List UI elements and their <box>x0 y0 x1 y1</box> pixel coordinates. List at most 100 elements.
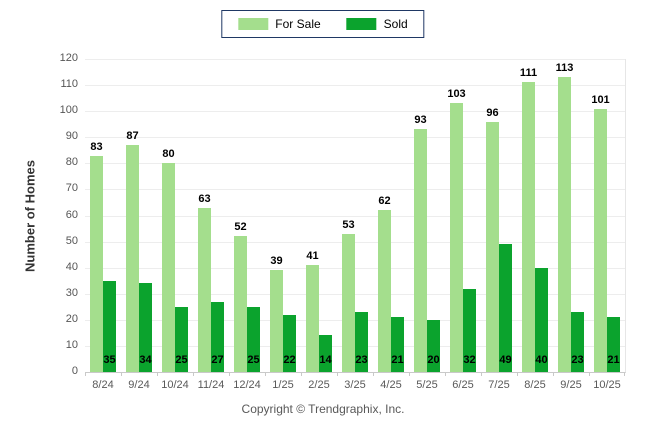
gridline-80 <box>85 163 625 165</box>
y-tick-label-110: 110 <box>60 78 78 91</box>
bar-sold-10/24 <box>175 307 188 372</box>
y-tick-label-20: 20 <box>65 312 78 325</box>
bar-for-sale-1/25 <box>270 270 283 372</box>
x-axis-tick <box>589 372 590 376</box>
bar-group-8/25: 111 40 8/25 <box>517 59 553 391</box>
bar-sold-6/25 <box>463 289 476 372</box>
gridline-50 <box>85 241 625 243</box>
x-axis-tick <box>157 372 158 376</box>
bar-group-7/25: 96 49 7/25 <box>481 59 517 391</box>
x-axis-label-10/25: 10/25 <box>593 379 621 391</box>
x-axis-tick <box>193 372 194 376</box>
for-sale-swatch-icon <box>238 18 269 30</box>
bar-group-9/25: 113 23 9/25 <box>553 59 589 391</box>
bar-for-sale-8/25 <box>522 82 535 372</box>
bar-group-3/25: 53 23 3/25 <box>337 59 373 391</box>
x-axis-label-8/24: 8/24 <box>92 379 114 391</box>
bar-sold-5/25 <box>427 320 440 372</box>
for-sale-value-label-4/25: 62 <box>378 195 391 207</box>
sold-value-label-12/24: 25 <box>247 354 260 366</box>
sold-value-label-7/25: 49 <box>499 354 512 366</box>
for-sale-value-label-5/25: 93 <box>414 114 427 126</box>
y-tick-label-70: 70 <box>65 182 78 195</box>
x-axis-tick <box>553 372 554 376</box>
x-axis-tick <box>624 372 625 376</box>
bar-group-10/24: 80 25 10/24 <box>157 59 193 391</box>
for-sale-value-label-7/25: 96 <box>486 107 499 119</box>
gridline-90 <box>85 137 625 139</box>
legend-label-for-sale: For Sale <box>275 17 321 31</box>
sold-value-label-10/25: 21 <box>607 354 620 366</box>
sold-value-label-5/25: 20 <box>427 354 440 366</box>
sold-value-label-6/25: 32 <box>463 354 476 366</box>
x-axis-label-3/25: 3/25 <box>344 379 366 391</box>
x-axis-label-11/24: 11/24 <box>197 379 225 391</box>
gridline-70 <box>85 189 625 191</box>
y-axis-title: Number of Homes <box>22 160 38 272</box>
sold-value-label-4/25: 21 <box>391 354 404 366</box>
bar-group-9/24: 87 34 9/24 <box>121 59 157 391</box>
sold-value-label-1/25: 22 <box>283 354 296 366</box>
legend-label-sold: Sold <box>383 17 408 31</box>
bar-sold-3/25 <box>355 312 368 372</box>
bar-group-8/24: 83 35 8/24 <box>85 59 121 391</box>
bar-sold-4/25 <box>391 317 404 372</box>
for-sale-value-label-8/24: 83 <box>90 141 103 153</box>
bar-sold-1/25 <box>283 315 296 372</box>
gridline-120 <box>85 59 625 60</box>
bar-group-4/25: 62 21 4/25 <box>373 59 409 391</box>
bar-sold-7/25 <box>499 244 512 372</box>
bar-for-sale-11/24 <box>198 208 211 372</box>
x-axis-tick <box>265 372 266 376</box>
x-axis-label-5/25: 5/25 <box>416 379 438 391</box>
bar-for-sale-2/25 <box>306 265 319 372</box>
x-axis-label-6/25: 6/25 <box>452 379 474 391</box>
x-axis-tick <box>409 372 410 376</box>
bar-sold-2/25 <box>319 335 332 372</box>
sold-value-label-10/24: 25 <box>175 354 188 366</box>
y-tick-label-60: 60 <box>65 208 78 221</box>
for-sale-value-label-10/24: 80 <box>162 148 175 160</box>
bar-sold-10/25 <box>607 317 620 372</box>
sold-value-label-3/25: 23 <box>355 354 368 366</box>
bar-group-12/24: 52 25 12/24 <box>229 59 265 391</box>
for-sale-value-label-9/24: 87 <box>126 130 139 142</box>
y-tick-label-30: 30 <box>65 286 78 299</box>
legend-item-for-sale: For Sale <box>238 17 321 31</box>
gridline-110 <box>85 85 625 87</box>
bar-group-6/25: 103 32 6/25 <box>445 59 481 391</box>
bar-for-sale-12/24 <box>234 236 247 372</box>
x-axis-label-9/25: 9/25 <box>560 379 582 391</box>
gridline-40 <box>85 267 625 269</box>
gridline-100 <box>85 111 625 113</box>
chart-legend: For Sale Sold <box>221 10 425 38</box>
copyright-text: Copyright © Trendgraphix, Inc. <box>241 402 405 416</box>
bar-sold-9/24 <box>139 283 152 372</box>
bar-sold-8/25 <box>535 268 548 372</box>
for-sale-value-label-6/25: 103 <box>447 88 466 100</box>
bar-group-5/25: 93 20 5/25 <box>409 59 445 391</box>
sold-value-label-9/25: 23 <box>571 354 584 366</box>
x-axis-tick <box>481 372 482 376</box>
bar-for-sale-4/25 <box>378 210 391 372</box>
sold-swatch-icon <box>346 18 377 30</box>
bar-for-sale-9/25 <box>558 77 571 372</box>
x-axis-label-12/24: 12/24 <box>233 379 261 391</box>
for-sale-value-label-9/25: 113 <box>555 62 574 74</box>
for-sale-value-label-10/25: 101 <box>591 94 610 106</box>
for-sale-value-label-3/25: 53 <box>342 219 355 231</box>
bar-for-sale-5/25 <box>414 129 427 372</box>
x-axis-tick <box>445 372 446 376</box>
x-axis-tick <box>301 372 302 376</box>
x-axis-tick <box>229 372 230 376</box>
y-tick-label-80: 80 <box>65 156 78 169</box>
y-tick-label-40: 40 <box>65 260 78 273</box>
x-axis-tick <box>121 372 122 376</box>
bar-sold-12/24 <box>247 307 260 372</box>
bar-for-sale-3/25 <box>342 234 355 372</box>
bar-sold-11/24 <box>211 302 224 372</box>
x-axis-tick <box>85 372 86 376</box>
bar-for-sale-10/25 <box>594 109 607 372</box>
sold-value-label-8/24: 35 <box>103 354 116 366</box>
for-sale-value-label-12/24: 52 <box>234 221 247 233</box>
